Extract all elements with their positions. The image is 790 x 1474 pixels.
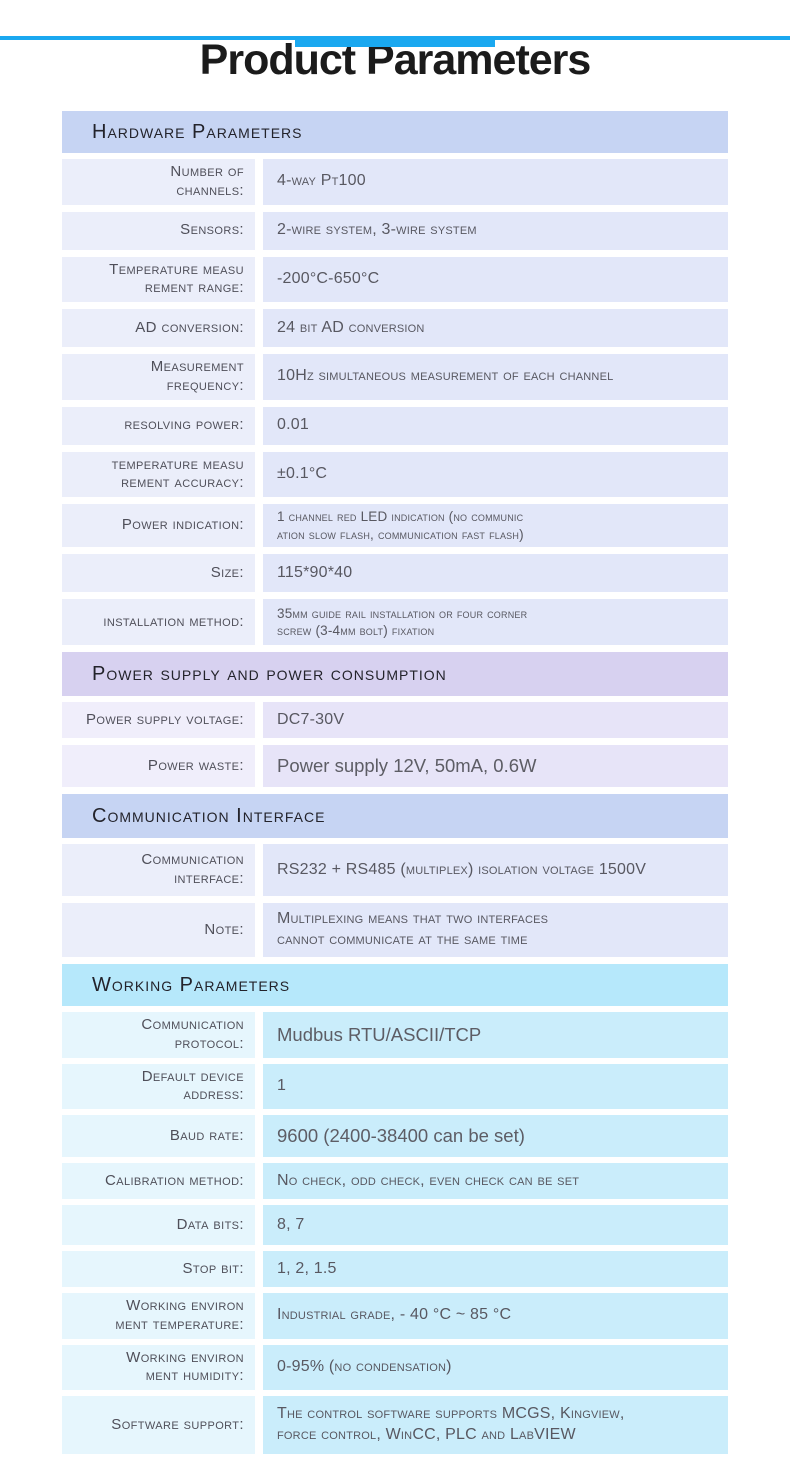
param-label: Stop bit: xyxy=(62,1251,255,1288)
param-row: Size: 115*90*40 xyxy=(62,554,728,593)
top-accent-bar xyxy=(0,36,790,47)
param-label: AD conversion: xyxy=(62,309,255,347)
param-value: DC7-30V xyxy=(263,702,728,739)
product-parameters-table: Hardware Parameters Number of channels: … xyxy=(62,111,728,1455)
param-label: Power indication: xyxy=(62,504,255,548)
param-row: Temperature measu rement range: -200°C-6… xyxy=(62,256,728,302)
section-header-working: Working Parameters xyxy=(62,964,728,1007)
param-value: 35mm guide rail installation or four cor… xyxy=(263,599,728,646)
param-label: Number of channels: xyxy=(62,159,255,205)
param-label: Communication interface: xyxy=(62,844,255,897)
section-header-hardware: Hardware Parameters xyxy=(62,111,728,153)
section-hardware-parameters: Hardware Parameters Number of channels: … xyxy=(62,111,728,646)
section-working-parameters: Working Parameters Communication protoco… xyxy=(62,964,728,1455)
param-row: Communication interface: RS232 + RS485 (… xyxy=(62,844,728,897)
param-label: Data bits: xyxy=(62,1205,255,1246)
param-label: Software support: xyxy=(62,1396,255,1455)
param-label: Working environ ment temperature: xyxy=(62,1293,255,1339)
param-row: Calibration method: No check, odd check,… xyxy=(62,1163,728,1200)
param-value: 1, 2, 1.5 xyxy=(263,1251,728,1288)
param-label: temperature measu rement accuracy: xyxy=(62,451,255,497)
param-row: Working environ ment humidity: 0-95% (no… xyxy=(62,1344,728,1391)
param-value: 8, 7 xyxy=(263,1205,728,1246)
section-power-supply: Power supply and power consumption Power… xyxy=(62,652,728,788)
param-value: 4-way Pt100 xyxy=(263,159,728,205)
param-label: Size: xyxy=(62,554,255,593)
param-value: 2-wire system, 3-wire system xyxy=(263,211,728,250)
param-row: installation method: 35mm guide rail ins… xyxy=(62,599,728,646)
param-value: Power supply 12V, 50mA, 0.6W xyxy=(263,745,728,788)
param-label: Power supply voltage: xyxy=(62,702,255,739)
param-value: 1 channel red LED indication (no communi… xyxy=(263,504,728,548)
param-label: Communication protocol: xyxy=(62,1012,255,1058)
param-label: resolving power: xyxy=(62,406,255,445)
param-label: Default device address: xyxy=(62,1063,255,1110)
param-row: Measurement frequency: 10Hz simultaneous… xyxy=(62,354,728,400)
param-label: Measurement frequency: xyxy=(62,354,255,400)
param-row: Software support: The control software s… xyxy=(62,1396,728,1455)
param-row: Power indication: 1 channel red LED indi… xyxy=(62,504,728,548)
param-value: The control software supports MCGS, King… xyxy=(263,1396,728,1455)
param-row: AD conversion: 24 bit AD conversion xyxy=(62,309,728,347)
section-header-power: Power supply and power consumption xyxy=(62,652,728,697)
param-value: ±0.1°C xyxy=(263,451,728,497)
param-label: installation method: xyxy=(62,599,255,646)
param-row: Power supply voltage: DC7-30V xyxy=(62,702,728,739)
param-row: Baud rate: 9600 (2400-38400 can be set) xyxy=(62,1115,728,1158)
param-value: -200°C-650°C xyxy=(263,256,728,302)
param-label: Note: xyxy=(62,903,255,958)
param-label: Calibration method: xyxy=(62,1163,255,1200)
section-header-communication: Communication Interface xyxy=(62,794,728,839)
param-label: Sensors: xyxy=(62,211,255,250)
param-label: Working environ ment humidity: xyxy=(62,1344,255,1391)
param-label: Temperature measu rement range: xyxy=(62,256,255,302)
param-row: Default device address: 1 xyxy=(62,1063,728,1110)
param-row: resolving power: 0.01 xyxy=(62,406,728,445)
param-row: Working environ ment temperature: Indust… xyxy=(62,1293,728,1339)
param-value: 0-95% (no condensation) xyxy=(263,1344,728,1391)
param-value: 10Hz simultaneous measurement of each ch… xyxy=(263,354,728,400)
param-label: Baud rate: xyxy=(62,1115,255,1158)
param-value: Multiplexing means that two interfaces c… xyxy=(263,903,728,958)
param-row: Data bits: 8, 7 xyxy=(62,1205,728,1246)
param-value: No check, odd check, even check can be s… xyxy=(263,1163,728,1200)
param-value: Mudbus RTU/ASCII/TCP xyxy=(263,1012,728,1058)
section-communication-interface: Communication Interface Communication in… xyxy=(62,794,728,958)
param-row: Communication protocol: Mudbus RTU/ASCII… xyxy=(62,1012,728,1058)
param-row: Stop bit: 1, 2, 1.5 xyxy=(62,1251,728,1288)
param-row: Sensors: 2-wire system, 3-wire system xyxy=(62,211,728,250)
param-row: temperature measu rement accuracy: ±0.1°… xyxy=(62,451,728,497)
param-value: 24 bit AD conversion xyxy=(263,309,728,347)
param-value: 0.01 xyxy=(263,406,728,445)
param-row: Note: Multiplexing means that two interf… xyxy=(62,903,728,958)
param-row: Number of channels: 4-way Pt100 xyxy=(62,159,728,205)
param-value: Industrial grade, - 40 °C ~ 85 °C xyxy=(263,1293,728,1339)
param-value: 9600 (2400-38400 can be set) xyxy=(263,1115,728,1158)
param-label: Power waste: xyxy=(62,745,255,788)
param-value: 115*90*40 xyxy=(263,554,728,593)
param-value: 1 xyxy=(263,1063,728,1110)
param-row: Power waste: Power supply 12V, 50mA, 0.6… xyxy=(62,745,728,788)
top-accent-notch xyxy=(295,36,495,47)
param-value: RS232 + RS485 (multiplex) isolation volt… xyxy=(263,844,728,897)
